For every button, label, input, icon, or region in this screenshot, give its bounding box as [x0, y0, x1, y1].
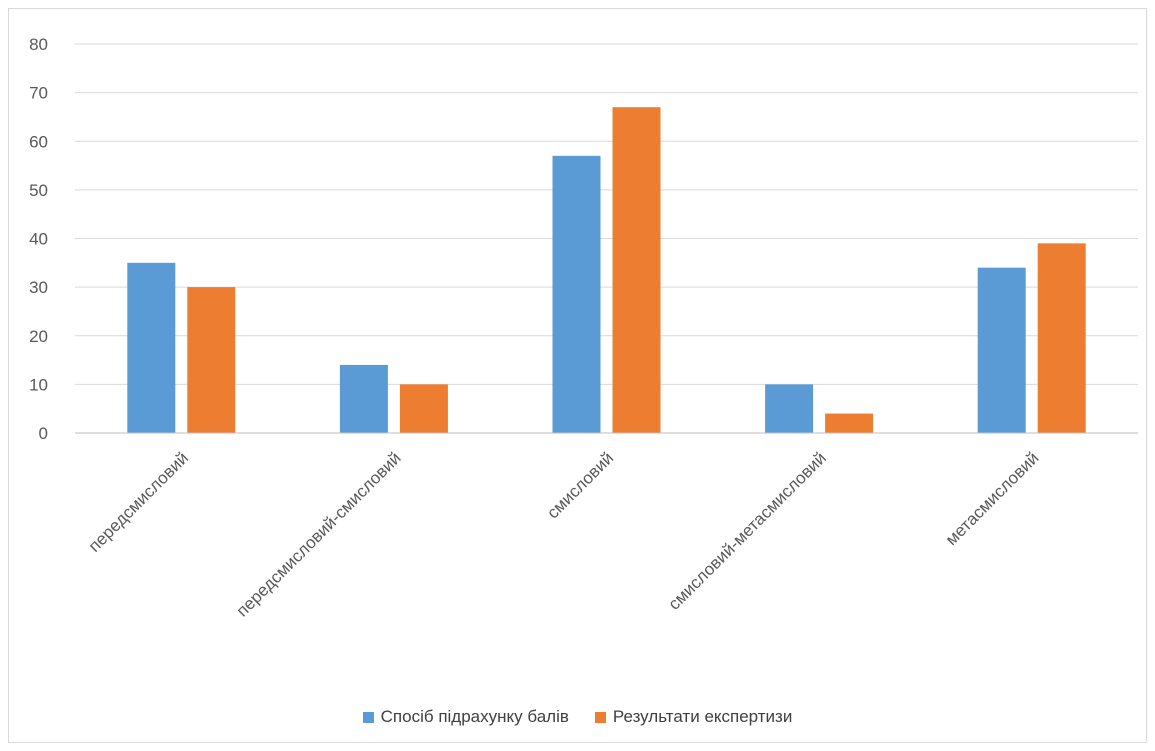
legend-label: Спосіб підрахунку балів — [380, 707, 569, 726]
bar — [1037, 243, 1086, 433]
y-tick-label: 0 — [39, 424, 48, 443]
x-tick-label: смисловий-метасмисловий — [665, 448, 830, 613]
bars — [75, 107, 1138, 434]
y-tick-label: 50 — [29, 181, 48, 200]
x-tick-label: смисловий — [543, 448, 617, 522]
y-axis-tick-labels: 0 10 20 30 40 50 60 70 80 — [29, 35, 48, 443]
legend-swatch — [594, 711, 606, 723]
legend-item: Результати експертизи — [594, 707, 793, 727]
y-tick-label: 40 — [29, 230, 48, 249]
y-tick-label: 10 — [29, 375, 48, 394]
legend-label: Результати експертизи — [612, 707, 793, 726]
y-tick-label: 20 — [29, 327, 48, 346]
bar — [977, 267, 1026, 433]
bar — [825, 413, 874, 433]
y-tick-label: 80 — [29, 35, 48, 54]
bar — [127, 262, 176, 433]
x-axis-tick-labels: передсмисловий передсмисловий-смисловий см… — [85, 448, 1043, 620]
bar — [187, 287, 236, 433]
bar — [765, 384, 814, 433]
y-tick-label: 70 — [29, 84, 48, 103]
x-tick-label: передсмисловий — [85, 448, 192, 555]
legend-item: Спосіб підрахунку балів — [362, 707, 569, 727]
x-tick-label: передсмисловий-смисловий — [233, 448, 405, 620]
bar — [552, 155, 601, 433]
y-tick-label: 30 — [29, 278, 48, 297]
legend: Спосіб підрахунку балів Результати експер… — [0, 707, 1155, 727]
bar — [399, 384, 448, 433]
legend-swatch — [362, 711, 374, 723]
bar — [612, 107, 661, 434]
y-tick-label: 60 — [29, 132, 48, 151]
bar — [339, 364, 388, 433]
x-tick-label: метасмисловий — [942, 448, 1043, 549]
